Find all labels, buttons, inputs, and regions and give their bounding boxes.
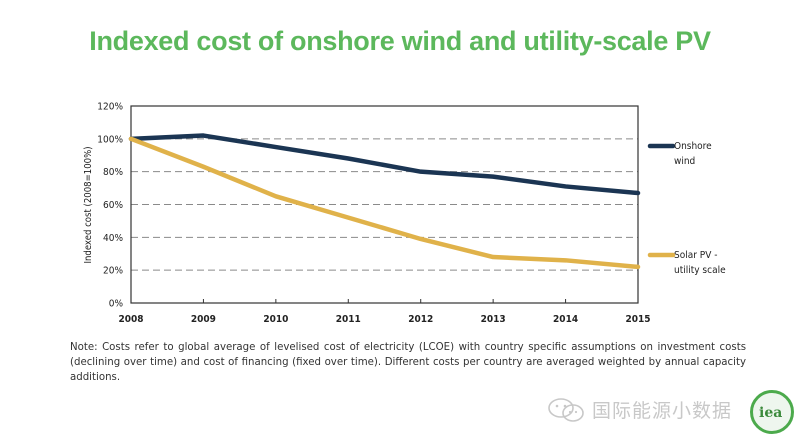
chart-note: Note: Costs refer to global average of l… [70, 342, 746, 383]
y-tick-label: 20% [103, 266, 123, 277]
x-tick-labels: 2008 2009 2010 2011 2012 2013 2014 2015 [118, 314, 650, 325]
y-tick-label: 40% [103, 233, 123, 244]
y-axis-label: Indexed cost (2008=100%) [83, 146, 94, 263]
y-tick-labels: 0% 20% 40% 60% 80% 100% 120% [97, 102, 123, 310]
series-line-solar-pv [128, 136, 641, 270]
x-tick-label: 2010 [263, 314, 288, 325]
x-tick-label: 2011 [336, 314, 361, 325]
series-lines [128, 133, 641, 270]
account-name: 国际能源小数据 [592, 400, 733, 422]
line-chart: 0%20%40%60%80%100%120% 2008 2009 2010 2011 2… [83, 102, 726, 326]
x-tick-label: 2009 [191, 314, 216, 325]
y-tick-label: 60% [103, 200, 123, 211]
legend-label: Solar PV - [674, 250, 717, 261]
x-tick-label: 2012 [408, 314, 433, 325]
chart-title: Indexed cost of onshore wind and utility… [89, 26, 711, 56]
y-tick-label: 120% [97, 102, 123, 113]
y-tick-label: 100% [97, 134, 123, 145]
iea-logo: iea [750, 390, 794, 434]
series-line-onshore-wind [128, 133, 641, 196]
legend-label: utility scale [674, 265, 726, 276]
y-tick-label: 80% [103, 167, 123, 178]
legend: Onshore wind Solar PV - utility scale [647, 141, 726, 276]
iea-logo-text: iea [759, 405, 783, 421]
gridlines [131, 138, 638, 271]
y-tick-label: 0% [109, 299, 124, 310]
x-tick-label: 2014 [553, 314, 578, 325]
x-tick-label: 2013 [481, 314, 506, 325]
wechat-icon [548, 398, 584, 422]
x-tick-label: 2008 [118, 314, 143, 325]
x-tick-label: 2015 [625, 314, 650, 325]
axes [130, 105, 639, 304]
legend-label: wind [674, 156, 695, 167]
legend-label: Onshore [674, 141, 712, 152]
plot-frame [130, 105, 639, 304]
